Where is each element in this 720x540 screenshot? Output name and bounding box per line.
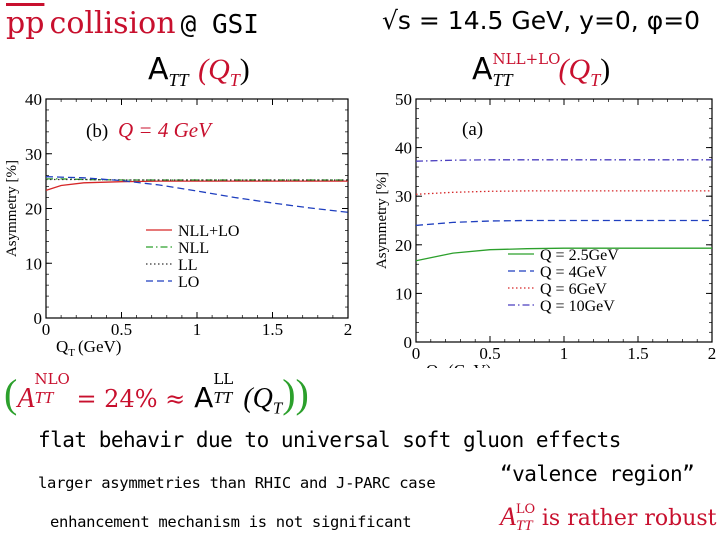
y-tick-label: 40 <box>395 139 412 158</box>
ratio-a2-sup: LL <box>213 370 234 388</box>
formula-arg-sub: T <box>590 70 601 90</box>
y-tick-label: 50 <box>395 90 412 109</box>
x-axis-label-sub: T <box>68 347 75 359</box>
x-axis-label-unit: (GeV) <box>78 337 121 356</box>
ratio-open-paren: ( <box>4 371 18 416</box>
y-axis-label: Asymmetry [%] <box>374 172 390 269</box>
formula-sub: TT <box>492 70 513 90</box>
ratio-arg-sub: T <box>272 398 283 418</box>
legend-label: LL <box>178 257 198 274</box>
robust-a-sup: LO <box>515 502 536 517</box>
legend-label: Q = 2.5GeV <box>540 247 619 264</box>
y-tick-label: 0 <box>34 309 43 328</box>
valence-region-text: “valence region” <box>500 462 695 486</box>
y-tick-label: 20 <box>395 236 412 255</box>
x-tick-label: 2 <box>344 320 353 339</box>
x-tick-label: 0.5 <box>479 344 500 363</box>
ratio-a2: A <box>194 381 214 414</box>
x-tick-label: 0 <box>412 344 421 363</box>
series-line <box>415 190 712 195</box>
ratio-arg: (Q <box>243 383 273 414</box>
x-tick-label: 1 <box>560 344 569 363</box>
legend-label: NLL+LO <box>178 223 239 240</box>
series-line <box>415 247 712 262</box>
ratio-a1: A <box>17 383 35 414</box>
formula-close: ) <box>600 53 611 86</box>
robust-text: is rather robust <box>541 506 717 531</box>
ratio-a2-sub: TT <box>213 388 233 407</box>
series-line <box>415 219 712 227</box>
series-line <box>415 159 712 162</box>
formula-a: A <box>148 52 169 87</box>
larger-asymmetries-text: larger asymmetries than RHIC and J-PARC … <box>38 474 436 492</box>
legend-label: LO <box>178 274 199 291</box>
formula-close: ) <box>239 53 250 86</box>
panel-label: (b) <box>86 121 108 142</box>
x-tick-label: 1.5 <box>627 344 648 363</box>
robust-formula: A LO TT is rather robust <box>500 502 717 534</box>
panel-label: (a) <box>462 119 483 140</box>
ratio-formula: (A NLO TT = 24% ≈ A LL TT (QT)) <box>4 370 309 419</box>
at-gsi-label: @ GSI <box>180 10 259 40</box>
ratio-a1-sup: NLO <box>34 370 70 388</box>
series-line <box>45 180 348 192</box>
legend-label: Q = 10GeV <box>540 298 615 315</box>
x-axis-label: QT(GeV) <box>56 337 121 359</box>
formula-sup: NLL+LO <box>492 50 561 68</box>
x-tick-label: 0 <box>42 320 51 339</box>
legend-label: Q = 4GeV <box>540 264 607 281</box>
pp-label: pp <box>6 6 45 41</box>
enhancement-text: enhancement mechanism is not significant <box>50 513 412 531</box>
x-tick-label: 1 <box>193 320 202 339</box>
flat-behavior-text: flat behavir due to universal soft gluon… <box>38 428 621 452</box>
x-axis-label: QT(GeV) <box>426 361 491 368</box>
y-tick-label: 20 <box>25 200 42 219</box>
y-tick-label: 10 <box>395 284 412 303</box>
y-axis-label: Asymmetry [%] <box>4 160 20 257</box>
y-tick-label: 10 <box>25 254 42 273</box>
panel-annotation: Q = 4 GeV <box>118 118 213 142</box>
x-tick-label: 1.5 <box>262 320 283 339</box>
ratio-a1-sub: TT <box>34 388 54 407</box>
ratio-eq: = 24% ≈ <box>76 385 186 413</box>
formula-sub: TT <box>168 70 189 90</box>
y-tick-label: 30 <box>395 187 412 206</box>
formula-arg: (Q <box>558 53 591 86</box>
robust-a-sub: TT <box>515 518 533 534</box>
x-tick-label: 2 <box>708 344 717 363</box>
robust-a: A <box>500 502 516 531</box>
legend-label: NLL <box>178 240 209 257</box>
kinematics-label: √s = 14.5 GeV, y=0, φ=0 <box>382 6 701 35</box>
y-tick-label: 0 <box>404 333 413 352</box>
y-tick-label: 40 <box>25 90 42 109</box>
series-line <box>45 176 349 213</box>
formula-a: A <box>472 52 493 87</box>
y-tick-label: 30 <box>25 145 42 164</box>
x-axis-label-unit: (GeV) <box>448 361 491 368</box>
header-title: pp collision @ GSI <box>6 6 259 42</box>
formula-att-right: A NLL+LO TT (QT) <box>472 50 611 91</box>
collision-word: collision <box>49 6 176 41</box>
legend-label: Q = 6GeV <box>540 281 607 298</box>
x-tick-label: 0.5 <box>111 320 132 339</box>
ratio-close: )) <box>282 371 309 416</box>
formula-att-left: ATT (QT) <box>148 52 250 91</box>
formula-arg-sub: T <box>229 70 240 90</box>
formula-arg: (Q <box>198 53 230 86</box>
